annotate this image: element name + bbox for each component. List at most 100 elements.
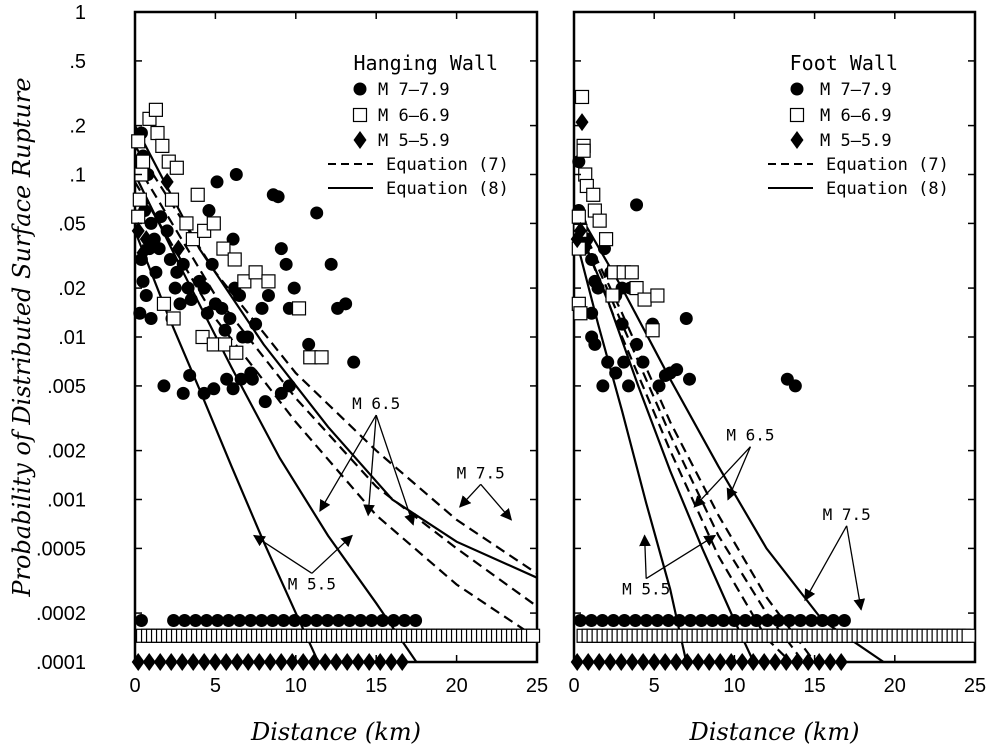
panel-2-legend-title: Foot Wall	[790, 51, 898, 75]
panel-1-circle-zero-marker	[233, 614, 247, 628]
panel-1-circle-point	[197, 281, 211, 295]
panel-2-diamond-point	[573, 221, 587, 240]
panel-1-diamond-zero-marker	[186, 653, 200, 671]
panel-1-diamond-zero-marker	[164, 653, 178, 671]
panel-2-annotation-arrow	[639, 534, 651, 579]
panel-1-square-point	[216, 241, 231, 256]
panel-2-legend-label: Equation (7)	[826, 155, 949, 175]
panel-2-circle-zero-marker	[639, 614, 653, 628]
panel-2-diamond-zero-marker	[834, 653, 848, 671]
panel-2-diamond-zero-marker	[801, 653, 815, 671]
panel-1-circle-point	[220, 372, 234, 386]
panel-2-circle-point	[788, 379, 802, 393]
panel-2-annotation-arrow	[693, 446, 751, 508]
panel-2-circle-point	[682, 372, 696, 386]
panel-1-annotation-label: M 6.5	[352, 394, 400, 413]
panel-2-x-tick-label: 15	[803, 675, 825, 697]
axis-layer: Probability of Distributed Surface Ruptu…	[8, 2, 986, 746]
panel-1-square-point	[156, 296, 172, 311]
panel-1-circle-point	[163, 252, 177, 266]
panel-1-square-point	[248, 265, 263, 280]
panel-2-circle-point	[636, 355, 650, 369]
point-layer	[131, 89, 976, 671]
panel-1-square-point	[190, 187, 205, 202]
panel-1-square-point	[237, 274, 252, 289]
panel-1-diamond-zero-marker	[329, 653, 343, 671]
panel-1-diamond-zero-marker	[395, 653, 409, 671]
panel-1-circle-point	[181, 281, 195, 295]
y-tick-label: .2	[69, 116, 86, 138]
panel-1-circle-zero-marker	[376, 614, 390, 628]
panel-2-circle-point	[630, 337, 644, 351]
panel-1-circle-point	[279, 257, 293, 271]
panel-2-square-point	[573, 306, 588, 321]
panel-2-circle-zero-marker	[815, 614, 829, 628]
panel-1-circle-point	[302, 337, 316, 351]
panel-2-circle-zero-marker	[606, 614, 620, 628]
panel-1-circle-point	[136, 274, 150, 288]
panel-1-square-point	[131, 134, 146, 149]
panel-1-annotation-arrow	[375, 414, 416, 526]
panel-1-legend-circle-symbol	[353, 82, 367, 96]
panel-1-circle-point	[160, 224, 174, 238]
panel-1-legend-label: M 7–7.9	[378, 80, 450, 100]
panel-1-circle-zero-marker	[299, 614, 313, 628]
panel-2-x-tick-label: 0	[568, 675, 579, 697]
panel-1-annotation-label: M 7.5	[457, 463, 505, 482]
panel-1-circle-point	[233, 289, 247, 303]
panel-2-circle-zero-marker	[826, 614, 840, 628]
panel-2-circle-zero-marker	[782, 614, 796, 628]
panel-2-square-point	[592, 213, 607, 228]
panel-1-circle-zero-marker	[387, 614, 401, 628]
panel-1-circle-zero-marker	[332, 614, 346, 628]
panel-2-x-axis-label: Distance (km)	[689, 718, 860, 746]
y-tick-label: .5	[69, 51, 86, 73]
panel-2-circle-zero-marker	[771, 614, 785, 628]
panel-1-circle-point	[245, 372, 259, 386]
panel-1-annotation-arrow	[319, 414, 377, 512]
panel-2-square-point	[629, 280, 644, 296]
panel-1-circle-zero-marker	[134, 614, 148, 628]
panel-1-circle-point	[255, 301, 269, 315]
panel-2-square-point	[576, 143, 591, 158]
panel-1-circle-zero-marker	[288, 614, 302, 628]
panel-2-circle-point	[679, 311, 693, 325]
panel-1-circle-zero-marker	[189, 614, 203, 628]
panel-1-diamond-zero-marker	[219, 653, 233, 671]
panel-2-square-point	[598, 232, 614, 247]
panel-1-square-point	[217, 337, 233, 352]
panel-2-circle-zero-marker	[837, 614, 851, 628]
panel-2-legend-label: M 6–6.9	[820, 106, 892, 126]
panel-1-diamond-point	[160, 172, 174, 191]
panel-2-circle-zero-marker	[617, 614, 631, 628]
panel-1-diamond-zero-marker	[142, 653, 156, 671]
panel-2-circle-zero-marker	[793, 614, 807, 628]
panel-1-circle-point	[229, 168, 243, 181]
panel-2-circle-zero-marker	[749, 614, 763, 628]
panel-1-legend-label: Equation (8)	[386, 179, 509, 199]
panel-2-circle-zero-marker	[738, 614, 752, 628]
y-tick-label: .002	[47, 441, 86, 463]
panel-1-circle-point	[215, 301, 229, 315]
y-tick-label: .0001	[36, 652, 86, 674]
panel-2-circle-zero-marker	[804, 614, 818, 628]
panel-1-circle-zero-marker	[167, 614, 181, 628]
panel-1-circle-point	[176, 257, 190, 271]
panel-2-circle-point	[596, 379, 610, 393]
panel-1-x-tick-label: 10	[285, 675, 307, 697]
panel-2-annotation-arrow	[846, 525, 866, 611]
panel-2-diamond-zero-marker	[713, 653, 727, 671]
panel-1-circle-zero-marker	[321, 614, 335, 628]
panel-2-circle-zero-marker	[584, 614, 598, 628]
panel-1-square-point	[164, 192, 180, 207]
panel-2-circle-zero-marker	[683, 614, 697, 628]
panel-2-legend-label: Equation (8)	[826, 179, 949, 199]
panel-2-diamond-zero-marker	[790, 653, 804, 671]
panel-1-annotation-arrow	[363, 415, 377, 517]
panel-1-diamond-zero-marker	[351, 653, 365, 671]
panel-2-annotation-arrow	[726, 446, 752, 501]
panel-1-x-tick-label: 15	[365, 675, 387, 697]
panel-1-circle-point	[271, 190, 285, 204]
panel-1-circle-point	[249, 317, 263, 331]
panel-1-circle-point	[144, 311, 158, 325]
